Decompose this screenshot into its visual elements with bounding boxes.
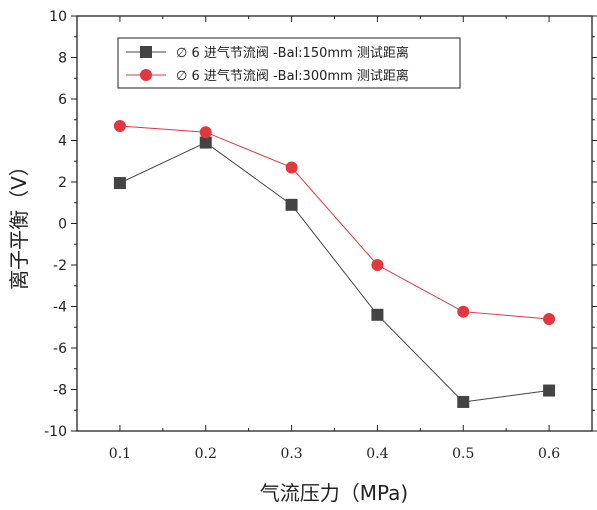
data-point-square xyxy=(543,384,556,397)
x-tick-label: 0.2 xyxy=(195,446,217,462)
y-tick-label: -6 xyxy=(53,341,67,357)
y-tick-label: 4 xyxy=(58,134,67,150)
x-tick-label: 0.1 xyxy=(109,446,131,462)
legend-marker-300mm xyxy=(140,69,152,81)
y-tick-label: -2 xyxy=(53,258,67,274)
y-tick-label: -4 xyxy=(53,300,67,316)
x-tick-label: 0.6 xyxy=(538,446,560,462)
y-tick-label: 10 xyxy=(49,9,67,25)
data-point-circle xyxy=(285,161,298,174)
x-axis-title: 气流压力（MPa) xyxy=(260,481,408,505)
data-point-square xyxy=(457,395,470,408)
series-line-1 xyxy=(119,125,550,320)
y-tick-label: -8 xyxy=(53,383,67,399)
data-point-circle xyxy=(543,312,556,325)
y-tick-label: -10 xyxy=(44,424,67,440)
x-tick-label: 0.4 xyxy=(366,446,388,462)
data-point-square xyxy=(285,198,298,211)
legend: ∅ 6 进气节流阀 -Bal:150mm 测试距离 ∅ 6 进气节流阀 -Bal… xyxy=(117,37,461,89)
data-point-circle xyxy=(113,119,126,132)
data-point-square xyxy=(199,136,212,149)
legend-box xyxy=(117,37,461,89)
data-point-circle xyxy=(457,305,470,318)
legend-label-150mm: ∅ 6 进气节流阀 -Bal:150mm 测试距离 xyxy=(176,45,409,61)
legend-marker-150mm xyxy=(140,46,152,58)
x-tick-label: 0.3 xyxy=(280,446,302,462)
legend-label-300mm: ∅ 6 进气节流阀 -Bal:300mm 测试距离 xyxy=(176,68,409,84)
y-tick-label: 2 xyxy=(58,175,67,191)
y-tick-label: 6 xyxy=(58,92,67,108)
data-point-circle xyxy=(371,259,384,271)
data-point-circle xyxy=(199,126,212,139)
x-tick-label: 0.5 xyxy=(452,446,474,462)
data-point-square xyxy=(113,177,126,190)
series-line-0 xyxy=(119,141,550,403)
y-tick-label: 0 xyxy=(58,217,67,233)
y-tick-label: 8 xyxy=(58,51,67,67)
data-point-square xyxy=(371,308,384,321)
y-axis-title: 离子平衡（V） xyxy=(7,156,31,290)
